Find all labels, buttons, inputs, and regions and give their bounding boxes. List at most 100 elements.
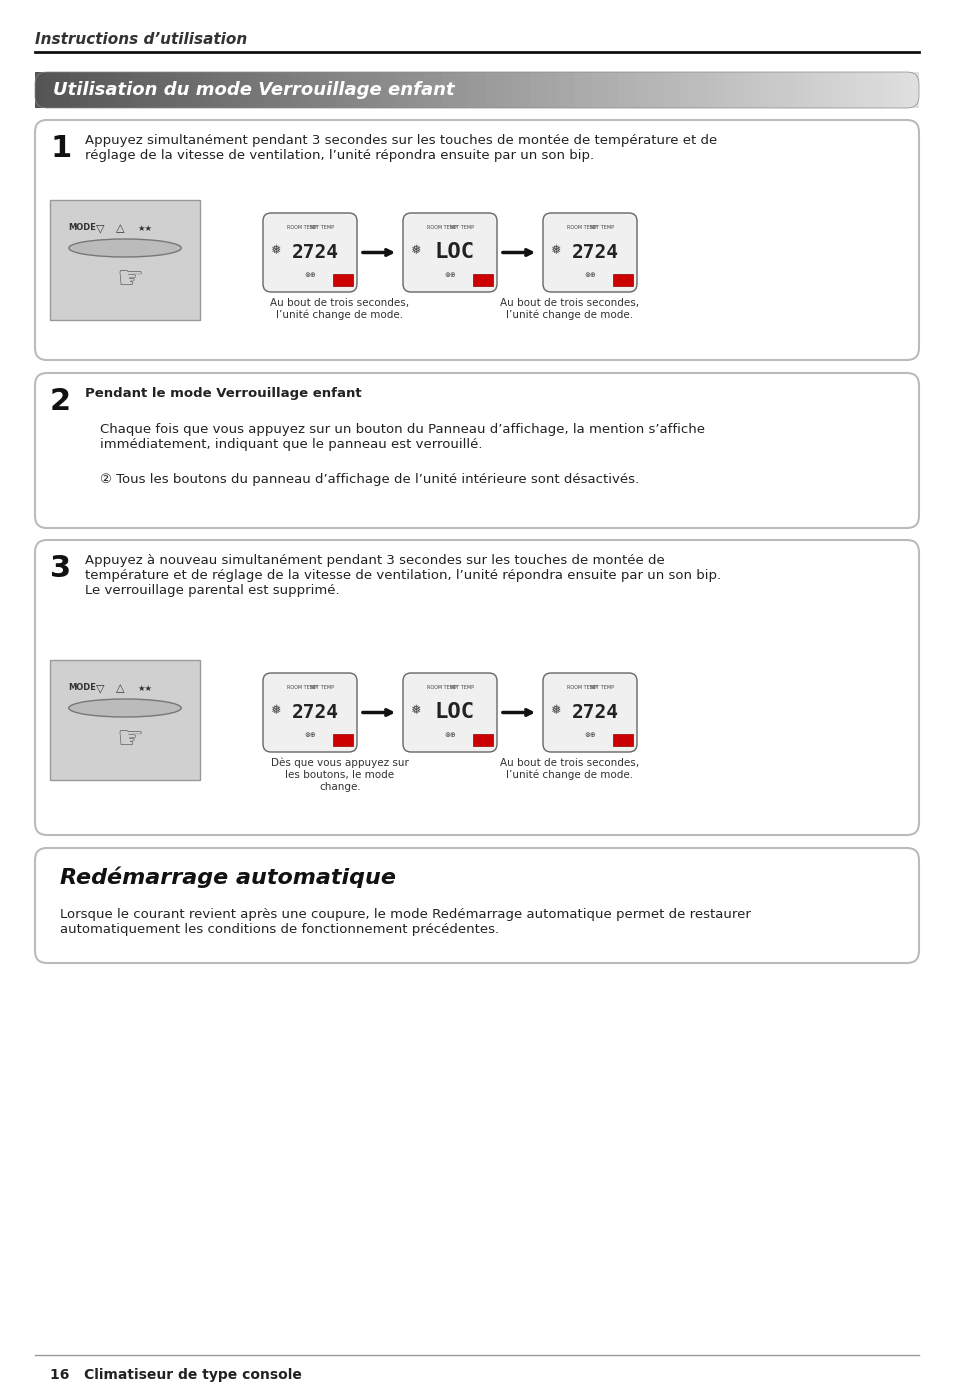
Bar — [79, 71, 88, 108]
Bar — [591, 71, 600, 108]
Bar — [333, 274, 353, 286]
Bar — [269, 218, 351, 230]
Bar — [230, 71, 238, 108]
Bar — [344, 71, 353, 108]
Bar — [247, 71, 255, 108]
Bar — [847, 71, 856, 108]
Text: Appuyez simultanément pendant 3 secondes sur les touches de montée de températur: Appuyez simultanément pendant 3 secondes… — [85, 134, 717, 162]
Bar — [856, 71, 865, 108]
Text: SET TEMP: SET TEMP — [310, 225, 334, 230]
Text: ROOM TEMP: ROOM TEMP — [566, 225, 597, 230]
Text: ROOM TEMP: ROOM TEMP — [427, 225, 456, 230]
FancyBboxPatch shape — [35, 120, 918, 360]
Bar — [114, 71, 123, 108]
Bar — [274, 71, 282, 108]
Bar — [582, 71, 591, 108]
Text: 2: 2 — [50, 386, 71, 416]
Bar — [35, 71, 44, 108]
Text: SET TEMP: SET TEMP — [589, 685, 614, 690]
FancyBboxPatch shape — [542, 673, 637, 752]
Bar — [679, 71, 688, 108]
Bar — [473, 734, 493, 746]
Bar — [71, 71, 79, 108]
Bar — [335, 71, 344, 108]
Text: SET TEMP: SET TEMP — [589, 225, 614, 230]
Bar — [176, 71, 185, 108]
Bar — [193, 71, 203, 108]
Text: Dès que vous appuyez sur
les boutons, le mode
change.: Dès que vous appuyez sur les boutons, le… — [271, 757, 409, 792]
Bar — [168, 71, 176, 108]
Bar — [503, 71, 512, 108]
Bar — [671, 71, 679, 108]
Bar — [574, 71, 582, 108]
Bar — [158, 71, 168, 108]
Bar — [795, 71, 803, 108]
Text: ⊗⊕: ⊗⊕ — [583, 272, 596, 279]
Text: ☞: ☞ — [116, 265, 144, 294]
Bar — [379, 71, 388, 108]
Bar — [892, 71, 901, 108]
Text: ❅: ❅ — [549, 704, 559, 717]
Bar — [874, 71, 882, 108]
Bar — [909, 71, 918, 108]
Bar — [715, 71, 723, 108]
FancyBboxPatch shape — [402, 673, 497, 752]
Bar — [255, 71, 265, 108]
Bar — [409, 679, 491, 689]
Bar — [415, 71, 423, 108]
Bar — [132, 71, 141, 108]
Bar — [777, 71, 785, 108]
Text: ☞: ☞ — [116, 725, 144, 755]
Bar — [458, 71, 468, 108]
Bar — [61, 71, 71, 108]
Text: △: △ — [115, 223, 124, 232]
Text: 2724: 2724 — [571, 244, 618, 262]
Bar — [333, 734, 353, 746]
Bar — [476, 71, 485, 108]
Bar — [317, 71, 326, 108]
Bar — [220, 71, 230, 108]
Text: ❅: ❅ — [270, 244, 280, 258]
Bar — [203, 71, 212, 108]
Bar — [750, 71, 760, 108]
Text: ★★: ★★ — [137, 683, 152, 693]
Bar — [627, 71, 636, 108]
Bar — [473, 274, 493, 286]
FancyBboxPatch shape — [35, 540, 918, 834]
Bar — [212, 71, 220, 108]
Bar — [52, 71, 61, 108]
Bar — [530, 71, 538, 108]
Text: 2724: 2724 — [571, 703, 618, 722]
Text: ⊗⊕: ⊗⊕ — [444, 732, 456, 738]
Bar — [409, 218, 491, 230]
Text: Pendant le mode Verrouillage enfant: Pendant le mode Verrouillage enfant — [85, 386, 361, 400]
Text: Redémarrage automatique: Redémarrage automatique — [60, 867, 395, 888]
Text: 3: 3 — [50, 554, 71, 582]
Bar — [291, 71, 300, 108]
Bar — [423, 71, 433, 108]
Ellipse shape — [69, 699, 181, 717]
Text: Lorsque le courant revient après une coupure, le mode Redémarrage automatique pe: Lorsque le courant revient après une cou… — [60, 909, 750, 937]
Bar — [450, 71, 458, 108]
Bar — [830, 71, 839, 108]
Text: 1: 1 — [50, 134, 71, 162]
Bar — [512, 71, 520, 108]
Text: △: △ — [115, 683, 124, 693]
Bar — [265, 71, 274, 108]
Bar — [803, 71, 812, 108]
Text: ▽: ▽ — [95, 223, 104, 232]
Text: SET TEMP: SET TEMP — [310, 685, 334, 690]
Bar — [901, 71, 909, 108]
Bar — [406, 71, 415, 108]
Bar — [760, 71, 768, 108]
Bar — [636, 71, 644, 108]
FancyBboxPatch shape — [35, 372, 918, 528]
Text: Appuyez à nouveau simultanément pendant 3 secondes sur les touches de montée de
: Appuyez à nouveau simultanément pendant … — [85, 554, 720, 596]
Bar — [538, 71, 547, 108]
Text: Au bout de trois secondes,
l’unité change de mode.: Au bout de trois secondes, l’unité chang… — [500, 298, 639, 321]
Bar — [768, 71, 777, 108]
Bar — [653, 71, 662, 108]
Bar — [821, 71, 830, 108]
FancyBboxPatch shape — [263, 213, 356, 293]
Text: Utilisation du mode Verrouillage enfant: Utilisation du mode Verrouillage enfant — [53, 81, 455, 99]
